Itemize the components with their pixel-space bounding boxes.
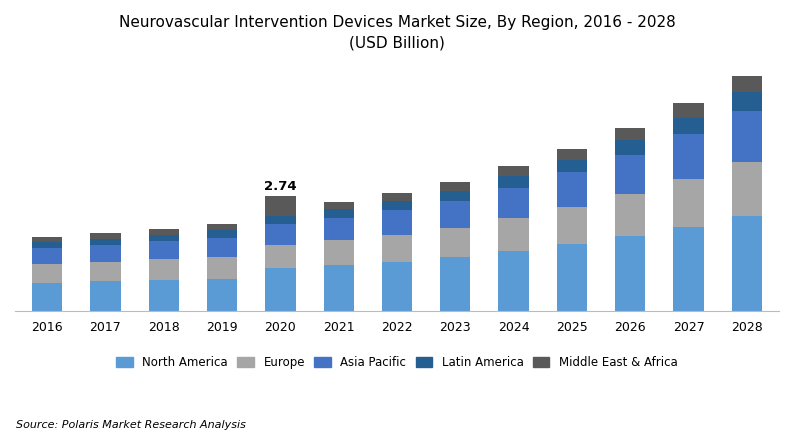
Bar bbox=[265, 268, 295, 312]
Bar bbox=[673, 103, 703, 118]
Bar bbox=[440, 201, 471, 228]
Bar bbox=[615, 194, 646, 236]
Bar bbox=[440, 257, 471, 312]
Bar bbox=[499, 187, 529, 218]
Bar bbox=[207, 224, 237, 230]
Bar bbox=[91, 245, 121, 262]
Bar bbox=[32, 264, 62, 283]
Bar bbox=[499, 167, 529, 176]
Bar bbox=[382, 262, 412, 312]
Bar bbox=[207, 257, 237, 279]
Bar bbox=[148, 280, 179, 312]
Bar bbox=[323, 217, 354, 240]
Bar bbox=[265, 245, 295, 268]
Bar bbox=[673, 179, 703, 227]
Bar bbox=[440, 191, 471, 201]
Bar bbox=[91, 239, 121, 245]
Bar bbox=[323, 240, 354, 265]
Bar bbox=[673, 227, 703, 312]
Bar bbox=[615, 236, 646, 312]
Bar bbox=[615, 140, 646, 155]
Text: 2.74: 2.74 bbox=[264, 180, 297, 193]
Bar bbox=[91, 233, 121, 239]
Bar bbox=[382, 201, 412, 210]
Legend: North America, Europe, Asia Pacific, Latin America, Middle East & Africa: North America, Europe, Asia Pacific, Lat… bbox=[112, 351, 682, 374]
Bar bbox=[673, 118, 703, 135]
Bar bbox=[673, 135, 703, 179]
Bar bbox=[323, 202, 354, 209]
Bar bbox=[732, 111, 762, 162]
Bar bbox=[148, 260, 179, 280]
Text: Source: Polaris Market Research Analysis: Source: Polaris Market Research Analysis bbox=[16, 420, 246, 430]
Bar bbox=[499, 176, 529, 187]
Bar bbox=[32, 283, 62, 312]
Title: Neurovascular Intervention Devices Market Size, By Region, 2016 - 2028
(USD Bill: Neurovascular Intervention Devices Marke… bbox=[118, 15, 676, 51]
Bar bbox=[440, 228, 471, 257]
Bar bbox=[323, 209, 354, 217]
Bar bbox=[265, 196, 295, 217]
Bar bbox=[615, 128, 646, 140]
Bar bbox=[615, 155, 646, 194]
Bar bbox=[32, 248, 62, 264]
Bar bbox=[732, 217, 762, 312]
Bar bbox=[207, 237, 237, 257]
Bar bbox=[91, 282, 121, 312]
Bar bbox=[382, 210, 412, 234]
Bar bbox=[148, 234, 179, 241]
Bar bbox=[148, 229, 179, 234]
Bar bbox=[265, 217, 295, 224]
Bar bbox=[32, 242, 62, 248]
Bar bbox=[91, 262, 121, 282]
Bar bbox=[382, 234, 412, 262]
Bar bbox=[557, 160, 587, 172]
Bar bbox=[207, 230, 237, 237]
Bar bbox=[732, 92, 762, 111]
Bar bbox=[323, 265, 354, 312]
Bar bbox=[557, 207, 587, 244]
Bar bbox=[382, 193, 412, 201]
Bar bbox=[557, 172, 587, 207]
Bar bbox=[557, 149, 587, 160]
Bar bbox=[32, 237, 62, 242]
Bar bbox=[440, 182, 471, 191]
Bar bbox=[207, 279, 237, 312]
Bar bbox=[148, 241, 179, 260]
Bar bbox=[499, 218, 529, 251]
Bar bbox=[732, 76, 762, 92]
Bar bbox=[557, 244, 587, 312]
Bar bbox=[499, 251, 529, 312]
Bar bbox=[265, 224, 295, 245]
Bar bbox=[732, 162, 762, 217]
